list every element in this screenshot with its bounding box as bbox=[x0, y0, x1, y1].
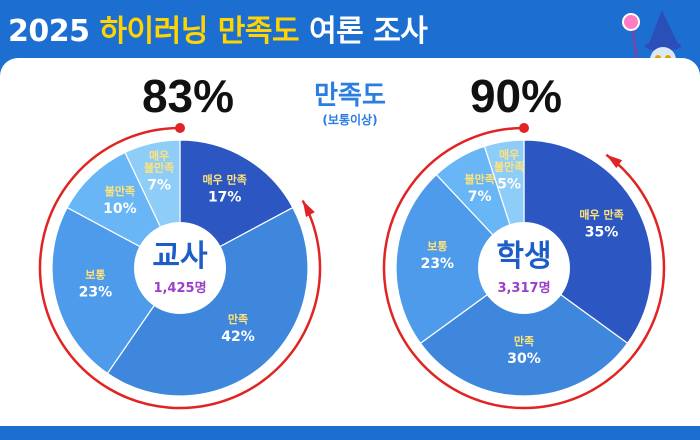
page-title: 2025 하이러닝 만족도 여론 조사 bbox=[8, 14, 428, 50]
student-arc-start-dot bbox=[519, 123, 529, 133]
teacher-arc-start-dot bbox=[175, 123, 185, 133]
teacher-slice-value-1: 42% bbox=[221, 329, 255, 345]
student-group-name: 학생 bbox=[496, 239, 551, 274]
student-slice-value-3: 7% bbox=[468, 189, 492, 205]
student-center-disc bbox=[478, 222, 570, 314]
bottom-bar bbox=[0, 426, 700, 440]
student-slice-name-4-1: 불만족 bbox=[494, 159, 524, 173]
teacher-slice-2 bbox=[51, 206, 181, 375]
title-banner: 2025 하이러닝 만족도 여론 조사 bbox=[0, 0, 700, 86]
teacher-slice-name-4-1: 불만족 bbox=[144, 161, 174, 175]
teacher-respondents: 1,425명 bbox=[153, 280, 206, 296]
student-slice-value-1: 30% bbox=[507, 351, 541, 367]
teacher-slice-name-0: 매우 만족 bbox=[203, 172, 247, 186]
teacher-group-name: 교사 bbox=[152, 239, 208, 274]
teacher-slice-name-2: 보통 bbox=[85, 269, 105, 282]
student-respondents: 3,317명 bbox=[497, 280, 550, 296]
student-slice-2 bbox=[395, 173, 525, 345]
student-slice-name-4-0: 매우 bbox=[499, 147, 519, 161]
student-slice-value-2: 23% bbox=[421, 256, 455, 272]
student-slice-name-3: 불만족 bbox=[465, 172, 495, 186]
teacher-slice-name-4-0: 매우 bbox=[149, 149, 169, 163]
satisfaction-label: 만족도 bbox=[314, 81, 386, 111]
teacher-arc-arrowhead bbox=[302, 200, 315, 217]
student-satisfaction: 90% bbox=[470, 70, 562, 122]
teacher-slice-name-3: 불만족 bbox=[105, 184, 135, 198]
teacher-slice-name-1: 만족 bbox=[228, 312, 248, 326]
student-slice-value-0: 35% bbox=[585, 224, 619, 240]
student-slice-name-2: 보통 bbox=[427, 240, 447, 253]
student-slice-1 bbox=[419, 267, 629, 397]
teacher-slice-value-4: 7% bbox=[147, 178, 171, 194]
teacher-center-disc bbox=[134, 222, 226, 314]
teacher-slice-value-2: 23% bbox=[79, 285, 113, 301]
teacher-satisfaction: 83% bbox=[142, 70, 234, 122]
teacher-slice-value-0: 17% bbox=[208, 189, 242, 205]
teacher-satisfaction-arc bbox=[38, 126, 322, 410]
title-year: 2025 bbox=[8, 14, 90, 49]
pie-charts: 매우 만족17%만족42%보통23%불만족10%매우불만족7%교사1,425명매… bbox=[38, 123, 666, 410]
student-slice-name-0: 매우 만족 bbox=[579, 207, 623, 221]
title-highlight: 하이러닝 만족도 bbox=[99, 14, 300, 49]
teacher-slice-value-3: 10% bbox=[103, 201, 137, 217]
title-rest: 여론 조사 bbox=[309, 14, 428, 49]
student-arc-arrowhead bbox=[606, 154, 623, 169]
student-slice-value-4: 5% bbox=[497, 176, 521, 192]
student-satisfaction-arc bbox=[382, 126, 666, 410]
student-slice-0 bbox=[523, 139, 653, 345]
satisfaction-sublabel: (보통이상) bbox=[322, 112, 377, 127]
student-slice-name-1: 만족 bbox=[514, 334, 534, 348]
